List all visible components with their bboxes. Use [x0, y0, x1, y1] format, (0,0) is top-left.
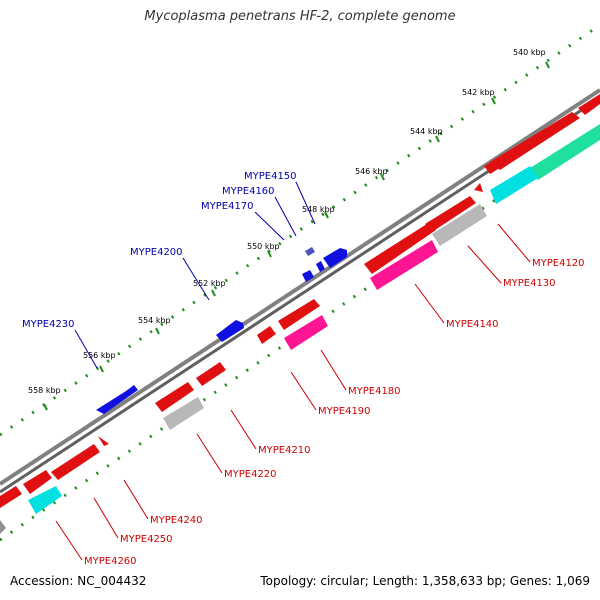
gene-MYPE4220 [155, 382, 194, 412]
label-MYPE4230: MYPE4230 [22, 319, 75, 330]
tick-label-542: 542 kbp [462, 88, 495, 97]
cds-grey-1 [432, 204, 487, 246]
tick-label-558: 558 kbp [28, 386, 61, 395]
gene-MYPE4170 [302, 270, 314, 282]
label-MYPE4130: MYPE4130 [503, 278, 556, 289]
gene-MYPE4200 [216, 320, 244, 342]
cds-grey-2 [163, 397, 204, 430]
tick-label-550: 550 kbp [247, 242, 280, 251]
cds-magenta-1 [370, 240, 438, 290]
label-MYPE4150: MYPE4150 [244, 171, 297, 182]
tick-label-548: 548 kbp [302, 205, 335, 214]
gene-MYPE4250 [23, 470, 52, 494]
gene-MYPE4230 [96, 385, 138, 414]
tick-label-540: 540 kbp [513, 48, 546, 57]
tick-label-544: 544 kbp [410, 127, 443, 136]
label-MYPE4160: MYPE4160 [222, 186, 275, 197]
label-MYPE4220: MYPE4220 [224, 469, 277, 480]
label-MYPE4250: MYPE4250 [120, 534, 173, 545]
cds-cyan-1 [490, 166, 538, 204]
forward-leaders [74, 181, 316, 369]
accession-text: Accession: NC_004432 [10, 574, 147, 588]
label-MYPE4120: MYPE4120 [532, 258, 585, 269]
gene-MYPE4120c [484, 145, 526, 174]
tick-label-546: 546 kbp [355, 167, 388, 176]
gene-MYPE4240 [51, 444, 100, 480]
tick-label-556: 556 kbp [83, 351, 116, 360]
gene-MYPE4150 [323, 248, 347, 268]
tick-label-554: 554 kbp [138, 316, 171, 325]
outer-tick-track [0, 23, 600, 437]
reverse-genes [0, 94, 600, 508]
forward-genes [96, 247, 347, 414]
label-MYPE4200: MYPE4200 [130, 247, 183, 258]
gene-MYPE4140 [364, 222, 436, 274]
backbone-outer [0, 88, 600, 486]
cds-green [530, 124, 600, 180]
label-MYPE4240: MYPE4240 [150, 515, 203, 526]
label-MYPE4210: MYPE4210 [258, 445, 311, 456]
cds-magenta-2 [284, 315, 328, 350]
gene-MYPE4190 [257, 326, 276, 344]
cds-cyan-2 [28, 486, 62, 514]
cds-grey-3 [0, 520, 6, 534]
genome-summary-text: Topology: circular; Length: 1,358,633 bp… [260, 574, 590, 588]
label-MYPE4260: MYPE4260 [84, 556, 137, 567]
gene-MYPE4180 [278, 299, 320, 330]
gene-MYPE4260 [0, 486, 22, 508]
tick-label-552: 552 kbp [193, 279, 226, 288]
gene-MYPE4240b [98, 436, 109, 446]
gene-MYPE4160 [316, 261, 325, 272]
label-MYPE4170: MYPE4170 [201, 201, 254, 212]
reverse-leaders [55, 223, 531, 561]
gene-MYPE4130 [425, 196, 476, 232]
map-title: Mycoplasma penetrans HF-2, complete geno… [144, 9, 456, 24]
cds-track [0, 124, 600, 534]
label-MYPE4190: MYPE4190 [318, 406, 371, 417]
major-ticks [43, 61, 550, 411]
label-MYPE4180: MYPE4180 [348, 386, 401, 397]
label-MYPE4140: MYPE4140 [446, 319, 499, 330]
gene-MYPE4150-box [305, 247, 315, 256]
gene-MYPE4210 [196, 362, 226, 386]
gene-MYPE4120b [578, 94, 600, 115]
gene-MYPE4120d [474, 183, 483, 192]
